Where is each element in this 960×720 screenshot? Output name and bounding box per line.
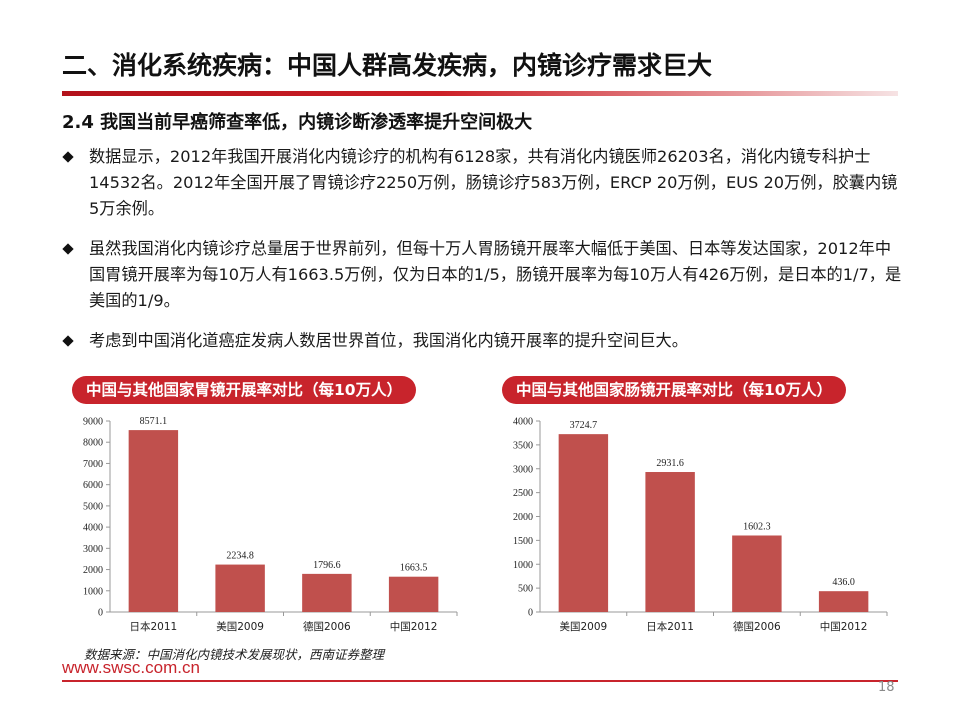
y-tick-label: 1000 (513, 560, 533, 571)
y-tick-label: 2000 (83, 565, 103, 576)
y-tick-label: 8000 (83, 438, 103, 449)
y-tick-label: 0 (528, 608, 533, 619)
colonoscopy-bar-chart: 0 500 1000 1500 2000 2500 3000 3500 4000 3724.7 美国… (513, 417, 888, 633)
y-tick-label: 3000 (83, 544, 103, 555)
bar-value-label: 1663.5 (400, 563, 428, 574)
bullet-item: 数据显示，2012年我国开展消化内镜诊疗的机构有6128家，共有消化内镜医师26… (62, 144, 902, 222)
y-tick-label: 0 (98, 608, 103, 619)
bar-value-label: 436.0 (832, 577, 855, 588)
bullet-text: 数据显示，2012年我国开展消化内镜诊疗的机构有6128家，共有消化内镜医师26… (89, 147, 898, 218)
y-tick-label: 1500 (513, 536, 533, 547)
chart-title: 中国与其他国家肠镜开展率对比（每10万人） (502, 376, 847, 404)
title-divider (62, 91, 898, 96)
bar-value-label: 3724.7 (570, 420, 598, 431)
bullet-list: 数据显示，2012年我国开展消化内镜诊疗的机构有6128家，共有消化内镜医师26… (62, 144, 902, 368)
page-title: 二、消化系统疾病：中国人群高发疾病，内镜诊疗需求巨大 (62, 51, 713, 80)
section-subtitle: 2.4 我国当前早癌筛查率低，内镜诊断渗透率提升空间极大 (62, 112, 533, 133)
bar-value-label: 8571.1 (140, 416, 168, 427)
diamond-bullet-icon (62, 335, 74, 347)
bullet-item: 考虑到中国消化道癌症发病人数居世界首位，我国消化内镜开展率的提升空间巨大。 (62, 328, 902, 354)
diamond-bullet-icon (62, 243, 74, 255)
data-source-note: 数据来源：中国消化内镜技术发展现状，西南证券整理 (84, 647, 385, 662)
y-tick-label: 3500 (513, 440, 533, 451)
gastroscopy-bar-chart: 0 1000 2000 3000 4000 5000 6000 7000 8000 9000 857… (83, 416, 458, 633)
x-category-label: 中国2012 (390, 620, 438, 633)
x-category-label: 美国2009 (216, 620, 264, 633)
bar-value-label: 1602.3 (743, 521, 771, 532)
chart-title: 中国与其他国家胃镜开展率对比（每10万人） (72, 376, 417, 404)
y-tick-label: 1000 (83, 586, 103, 597)
y-tick-label: 2000 (513, 512, 533, 523)
bullet-text: 虽然我国消化内镜诊疗总量居于世界前列，但每十万人胃肠镜开展率大幅低于美国、日本等… (89, 239, 902, 310)
y-tick-label: 500 (518, 584, 533, 595)
bar-value-label: 2234.8 (226, 551, 254, 562)
website-link[interactable]: www.swsc.com.cn (62, 658, 200, 677)
x-category-label: 日本2011 (130, 620, 178, 633)
y-tick-label: 7000 (83, 459, 103, 470)
gastroscopy-chart: 中国与其他国家胃镜开展率对比（每10万人） 0 1000 2000 3000 4000 5… (72, 376, 472, 646)
bar (388, 576, 439, 612)
bar (645, 472, 695, 612)
bar (818, 591, 869, 612)
bar-value-label: 2931.6 (656, 458, 684, 469)
y-tick-label: 6000 (83, 480, 103, 491)
bar (128, 430, 179, 612)
colonoscopy-chart: 中国与其他国家肠镜开展率对比（每10万人） 0 500 1000 1500 2000 25… (502, 376, 902, 646)
bar (558, 434, 609, 612)
x-category-label: 日本2011 (646, 620, 694, 633)
bar (732, 535, 782, 612)
y-tick-label: 5000 (83, 501, 103, 512)
x-category-label: 美国2009 (560, 620, 608, 633)
y-tick-label: 4000 (513, 417, 533, 428)
x-category-label: 中国2012 (820, 620, 868, 633)
x-category-label: 德国2006 (303, 620, 351, 633)
y-tick-label: 9000 (83, 417, 103, 428)
y-tick-label: 3000 (513, 464, 533, 475)
bullet-item: 虽然我国消化内镜诊疗总量居于世界前列，但每十万人胃肠镜开展率大幅低于美国、日本等… (62, 236, 902, 314)
page-number: 18 (878, 680, 895, 695)
bar (215, 564, 265, 612)
y-tick-label: 2500 (513, 488, 533, 499)
footer-divider (62, 680, 898, 682)
y-tick-label: 4000 (83, 523, 103, 534)
diamond-bullet-icon (62, 151, 74, 163)
bar (302, 573, 352, 612)
bar-value-label: 1796.6 (313, 560, 341, 571)
bullet-text: 考虑到中国消化道癌症发病人数居世界首位，我国消化内镜开展率的提升空间巨大。 (89, 331, 688, 350)
x-category-label: 德国2006 (733, 620, 781, 633)
